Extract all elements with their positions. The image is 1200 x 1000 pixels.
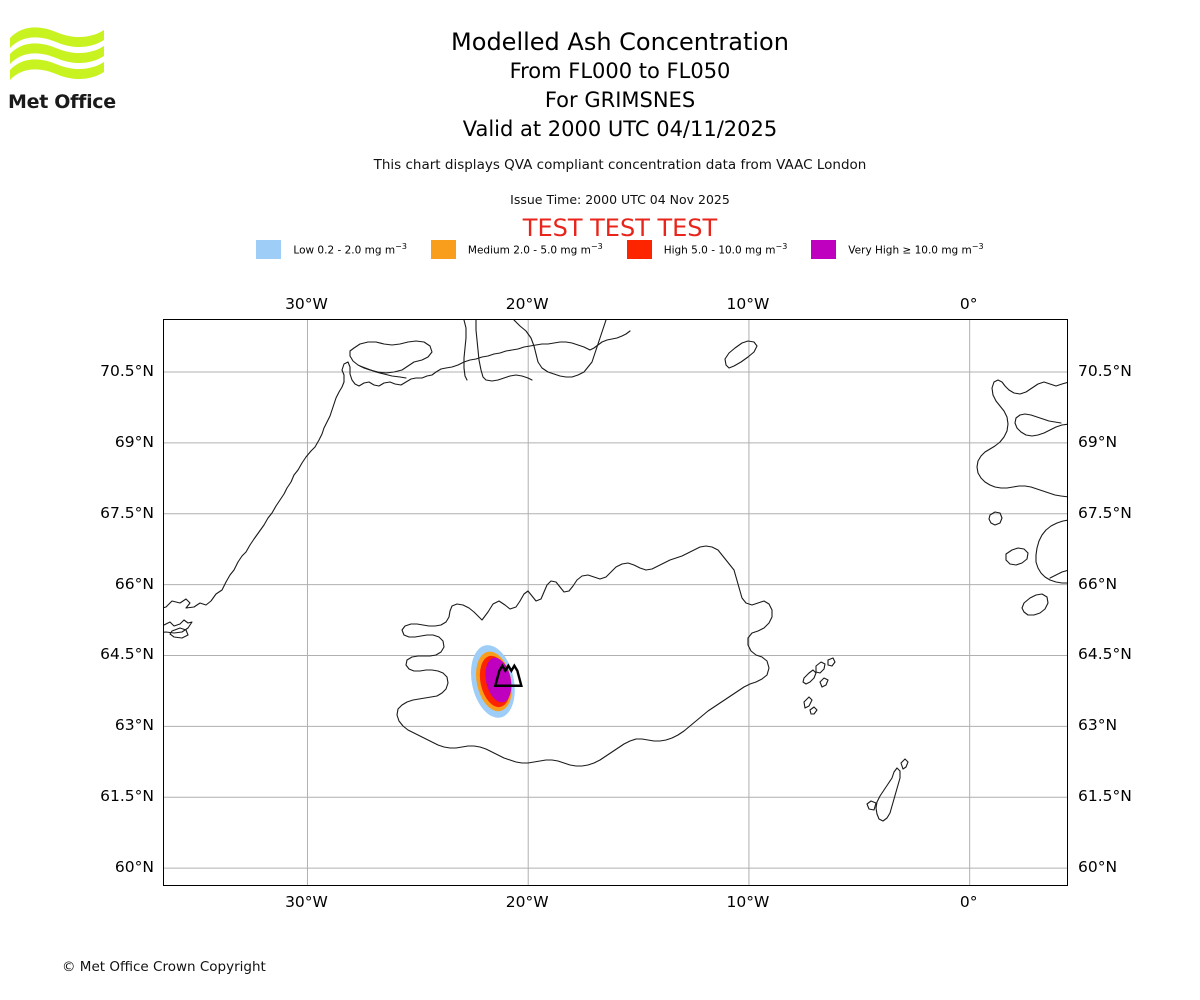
- tick-label-top-20°W: 20°W: [505, 295, 549, 313]
- page-title: Modelled Ash Concentration: [451, 28, 789, 56]
- tick-label-right-70.5°N: 70.5°N: [1078, 361, 1132, 380]
- tick-label-bottom-30°W: 30°W: [285, 893, 328, 911]
- faroe-island-4: [819, 677, 829, 688]
- legend-label-high: High 5.0 - 10.0 mg m−3: [663, 242, 788, 257]
- tick-label-left-61.5°N: 61.5°N: [100, 787, 154, 806]
- jan-mayen-island: [724, 340, 758, 369]
- faroe-island-1: [802, 669, 817, 685]
- tick-label-right-64.5°N: 64.5°N: [1078, 645, 1132, 664]
- test-banner: TEST TEST TEST: [522, 214, 718, 242]
- iceland-coastline: [396, 545, 773, 767]
- tick-label-left-70.5°N: 70.5°N: [100, 361, 154, 380]
- tick-label-right-69°N: 69°N: [1078, 432, 1118, 451]
- copyright-text: © Met Office Crown Copyright: [62, 959, 266, 975]
- legend-label-medium: Medium 2.0 - 5.0 mg m−3: [467, 242, 603, 257]
- greenland-ne-coast: [513, 320, 607, 378]
- map-canvas[interactable]: [164, 320, 1068, 886]
- norway-island-1: [988, 511, 1003, 526]
- faroe-island-2: [815, 661, 826, 674]
- faroe-island-6: [809, 706, 818, 715]
- greenland-island-2: [169, 627, 189, 639]
- norway-island-2: [1005, 547, 1029, 566]
- norway-island-3: [1021, 593, 1049, 616]
- legend-label-very-high: Very High ≥ 10.0 mg m−3: [848, 242, 984, 257]
- legend-label-low: Low 0.2 - 2.0 mg m−3: [293, 242, 407, 257]
- greenland-peninsula: [349, 340, 433, 374]
- map-gridlines: [164, 320, 1067, 885]
- faroe-island-5: [803, 696, 813, 709]
- coastlines: [164, 320, 1067, 822]
- greenland-east-coast: [164, 330, 631, 609]
- met-office-logo: Met Office: [8, 24, 128, 114]
- norway-fjord-1: [1014, 413, 1067, 437]
- tick-label-right-61.5°N: 61.5°N: [1078, 787, 1132, 806]
- map-frame[interactable]: [163, 319, 1068, 886]
- tick-label-left-64.5°N: 64.5°N: [100, 645, 154, 664]
- legend-entry-high: High 5.0 - 10.0 mg m−3: [626, 240, 788, 259]
- met-office-wordmark: Met Office: [8, 91, 116, 113]
- legend-entry-low: Low 0.2 - 2.0 mg m−3: [256, 240, 407, 259]
- legend-swatch-very-high: [811, 240, 837, 259]
- tick-label-top-10°W: 10°W: [726, 295, 770, 313]
- shetland-mainland: [875, 767, 901, 822]
- shetland-island-north: [900, 758, 909, 770]
- volcano-symbol-icon: [493, 663, 523, 687]
- tick-label-left-60°N: 60°N: [114, 858, 154, 877]
- tick-label-bottom-10°W: 10°W: [726, 893, 770, 911]
- tick-label-bottom-0°: 0°: [959, 893, 978, 911]
- tick-label-right-66°N: 66°N: [1078, 574, 1118, 593]
- tick-label-right-63°N: 63°N: [1078, 716, 1118, 735]
- legend-swatch-high: [626, 240, 652, 259]
- greenland-island-1: [164, 619, 193, 634]
- volcano-source-marker: [493, 663, 523, 687]
- tick-label-right-60°N: 60°N: [1078, 858, 1118, 877]
- volcano-name: For GRIMSNES: [544, 88, 696, 112]
- legend-entry-very-high: Very High ≥ 10.0 mg m−3: [811, 240, 984, 259]
- greenland-fjord-2: [475, 320, 533, 382]
- norway-inner-line: [1049, 569, 1067, 579]
- legend-swatch-low: [256, 240, 282, 259]
- tick-label-left-69°N: 69°N: [114, 432, 154, 451]
- issue-time: Issue Time: 2000 UTC 04 Nov 2025: [510, 192, 730, 207]
- tick-label-left-66°N: 66°N: [114, 574, 154, 593]
- legend-swatch-medium: [430, 240, 456, 259]
- tick-label-top-0°: 0°: [959, 295, 978, 313]
- met-office-wave-icon: [10, 27, 104, 80]
- tick-label-left-63°N: 63°N: [114, 716, 154, 735]
- shetland-island-west: [866, 800, 877, 811]
- flight-level-range: From FL000 to FL050: [509, 59, 731, 83]
- qva-note: This chart displays QVA compliant concen…: [373, 157, 867, 173]
- legend-entry-medium: Medium 2.0 - 5.0 mg m−3: [430, 240, 603, 259]
- concentration-legend: Low 0.2 - 2.0 mg m−3 Medium 2.0 - 5.0 mg …: [160, 240, 1080, 259]
- chart-title-block: Modelled Ash Concentration From FL000 to…: [160, 28, 1080, 144]
- map-container[interactable]: 30°W 30°W 20°W 20°W 10°W 10°W 0° 0° 70.5°N 70.5°N…: [100, 295, 1132, 911]
- greenland-inner-line: [359, 365, 407, 379]
- norway-south-coast: [1035, 519, 1067, 584]
- valid-time: Valid at 2000 UTC 04/11/2025: [462, 117, 778, 141]
- tick-label-left-67.5°N: 67.5°N: [100, 503, 154, 522]
- tick-label-right-67.5°N: 67.5°N: [1078, 503, 1132, 522]
- ash-plume: [470, 645, 515, 718]
- tick-label-top-30°W: 30°W: [285, 295, 328, 313]
- faroe-island-3: [827, 657, 836, 667]
- norway-west-coast: [976, 379, 1067, 498]
- greenland-fjord-1: [463, 320, 468, 381]
- tick-label-bottom-20°W: 20°W: [505, 893, 549, 911]
